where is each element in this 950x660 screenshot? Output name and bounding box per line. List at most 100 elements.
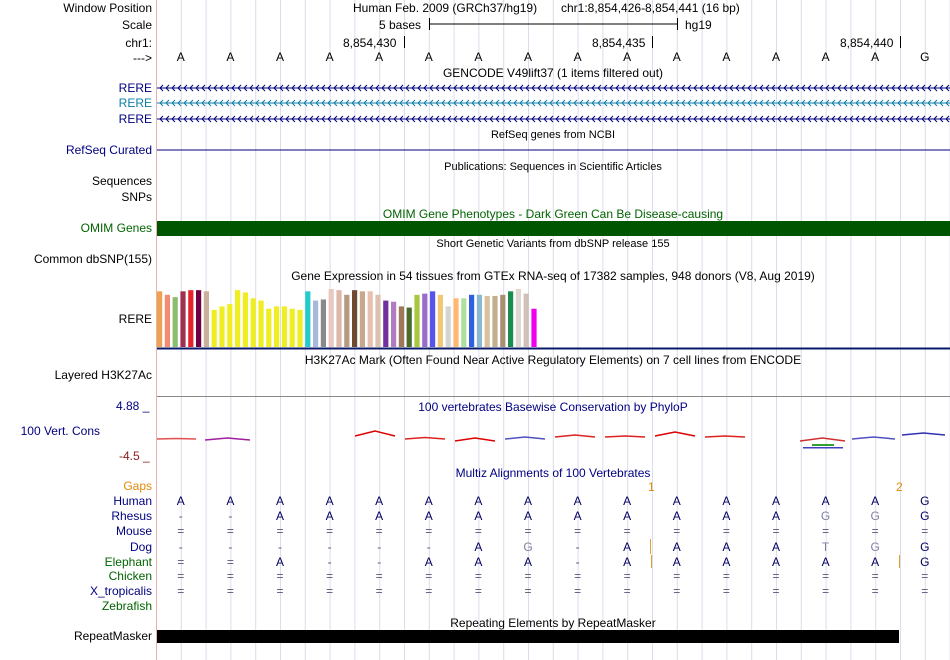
species-label[interactable]: Chicken (108, 569, 152, 583)
refseq-track-title[interactable]: RefSeq genes from NCBI (490, 129, 616, 141)
gtex-tissue-bar[interactable] (344, 294, 350, 347)
gtex-tissue-bar[interactable] (414, 294, 420, 347)
gtex-tissue-bar[interactable] (211, 309, 217, 347)
gtex-tissue-bar[interactable] (430, 291, 436, 347)
gencode-transcript[interactable] (157, 84, 950, 92)
gtex-tissue-bar[interactable] (437, 294, 443, 347)
gtex-tissue-bar[interactable] (500, 294, 506, 347)
alignment-base: = (623, 524, 631, 538)
omim-track-label[interactable]: OMIM Genes (80, 221, 152, 235)
gtex-tissue-bar[interactable] (391, 301, 397, 347)
gtex-tissue-bar[interactable] (336, 290, 342, 347)
gencode-transcript[interactable] (157, 99, 950, 107)
strand-arrow-label[interactable]: ---> (133, 51, 152, 65)
gtex-tissue-bar[interactable] (406, 307, 412, 347)
h3k27ac-track-title[interactable]: H3K27Ac Mark (Often Found Near Active Re… (304, 353, 802, 367)
species-label[interactable]: Dog (129, 540, 152, 554)
gtex-tissue-bar[interactable] (164, 294, 170, 347)
repeat-element-bar[interactable] (157, 630, 899, 643)
gtex-tissue-bar[interactable] (492, 295, 498, 347)
gtex-tissue-bar[interactable] (196, 290, 202, 347)
gtex-tissue-bar[interactable] (469, 294, 475, 347)
gtex-tissue-bar[interactable] (515, 289, 521, 347)
gtex-tissue-bar[interactable] (422, 293, 428, 347)
multiz-track-title[interactable]: Multiz Alignments of 100 Vertebrates (455, 466, 651, 480)
alignment-base: A (821, 494, 830, 508)
gencode-gene-label[interactable]: RERE (118, 81, 152, 95)
sequence-base: A (523, 50, 532, 64)
alignment-base: = (375, 569, 383, 583)
alignment-base: A (672, 509, 681, 523)
alignment-base: - (278, 540, 282, 554)
repeatmasker-track-label[interactable]: RepeatMasker (73, 629, 152, 643)
phylop-score (851, 436, 896, 440)
gtex-tissue-bar[interactable] (188, 290, 194, 347)
gtex-tissue-bar[interactable] (476, 294, 482, 347)
omim-track-title[interactable]: OMIM Gene Phenotypes - Dark Green Can Be… (382, 207, 724, 221)
gtex-tissue-bar[interactable] (359, 291, 365, 347)
gtex-tissue-bar[interactable] (266, 308, 272, 347)
alignment-base: - (575, 540, 580, 554)
phylop-track-label[interactable]: 100 Vert. Cons (20, 424, 100, 438)
gtex-tissue-bar[interactable] (235, 290, 241, 347)
gtex-tissue-bar[interactable] (157, 291, 163, 347)
gtex-tissue-bar[interactable] (281, 306, 287, 347)
dbsnp-track-title[interactable]: Short Genetic Variants from dbSNP releas… (436, 238, 670, 250)
gtex-tissue-bar[interactable] (328, 289, 334, 347)
gtex-gene-label[interactable]: RERE (118, 312, 152, 326)
gtex-tissue-bar[interactable] (484, 295, 490, 347)
species-label[interactable]: Human (113, 494, 152, 508)
gtex-track-title[interactable]: Gene Expression in 54 tissues from GTEx … (291, 269, 815, 283)
gtex-tissue-bar[interactable] (289, 308, 295, 347)
dbsnp-track-label[interactable]: Common dbSNP(155) (33, 252, 152, 266)
alignment-base: A (771, 540, 780, 554)
gtex-tissue-bar[interactable] (398, 306, 404, 347)
gtex-tissue-bar[interactable] (352, 290, 358, 347)
gtex-tissue-bar[interactable] (219, 306, 225, 347)
alignment-base: - (178, 509, 183, 523)
publications-track-title[interactable]: Publications: Sequences in Scientific Ar… (444, 161, 662, 173)
gtex-tissue-bar[interactable] (242, 292, 248, 347)
gencode-gene-label[interactable]: RERE (118, 112, 152, 126)
gtex-tissue-bar[interactable] (453, 298, 459, 347)
gtex-tissue-bar[interactable] (461, 298, 467, 347)
gencode-track-title[interactable]: GENCODE V49lift37 (1 items filtered out) (442, 66, 664, 80)
gtex-tissue-bar[interactable] (172, 297, 178, 347)
gtex-tissue-bar[interactable] (320, 299, 326, 347)
gtex-tissue-bar[interactable] (313, 300, 319, 347)
species-label[interactable]: Zebrafish (101, 599, 152, 613)
gencode-transcript[interactable] (157, 115, 950, 123)
gencode-gene-label[interactable]: RERE (118, 96, 152, 110)
alignment-base: = (276, 524, 284, 538)
gtex-tissue-bar[interactable] (250, 298, 256, 347)
gtex-tissue-bar[interactable] (297, 309, 303, 347)
species-label[interactable]: Rhesus (111, 509, 152, 523)
species-label[interactable]: X_tropicalis (89, 584, 152, 598)
omim-gene-bar[interactable] (157, 221, 950, 236)
gtex-tissue-bar[interactable] (180, 291, 186, 347)
refseq-track-label[interactable]: RefSeq Curated (65, 143, 152, 157)
gtex-tissue-bar[interactable] (305, 291, 311, 347)
repeatmasker-track-title[interactable]: Repeating Elements by RepeatMasker (450, 616, 656, 630)
gtex-tissue-bar[interactable] (258, 300, 264, 347)
gtex-tissue-bar[interactable] (531, 308, 537, 347)
alignment-base: = (574, 584, 582, 598)
gtex-tissue-bar[interactable] (375, 294, 381, 347)
gtex-tissue-bar[interactable] (203, 291, 209, 347)
publications-snps-label[interactable]: SNPs (121, 190, 152, 204)
gtex-tissue-bar[interactable] (508, 291, 514, 347)
alignment-base: A (871, 555, 880, 569)
phylop-track-title[interactable]: 100 vertebrates Basewise Conservation by… (418, 400, 688, 414)
gtex-tissue-bar[interactable] (445, 306, 451, 347)
gtex-tissue-bar[interactable] (367, 291, 373, 347)
alignment-base: A (275, 555, 284, 569)
h3k27ac-track-label[interactable]: Layered H3K27Ac (54, 368, 152, 382)
gtex-tissue-bar[interactable] (383, 300, 389, 347)
species-label[interactable]: Elephant (104, 555, 152, 569)
publications-sequences-label[interactable]: Sequences (91, 174, 152, 188)
alignment-base: A (523, 555, 532, 569)
gtex-tissue-bar[interactable] (227, 304, 233, 347)
gtex-tissue-bar[interactable] (523, 293, 529, 347)
species-label[interactable]: Mouse (115, 524, 152, 538)
gtex-tissue-bar[interactable] (274, 306, 280, 347)
